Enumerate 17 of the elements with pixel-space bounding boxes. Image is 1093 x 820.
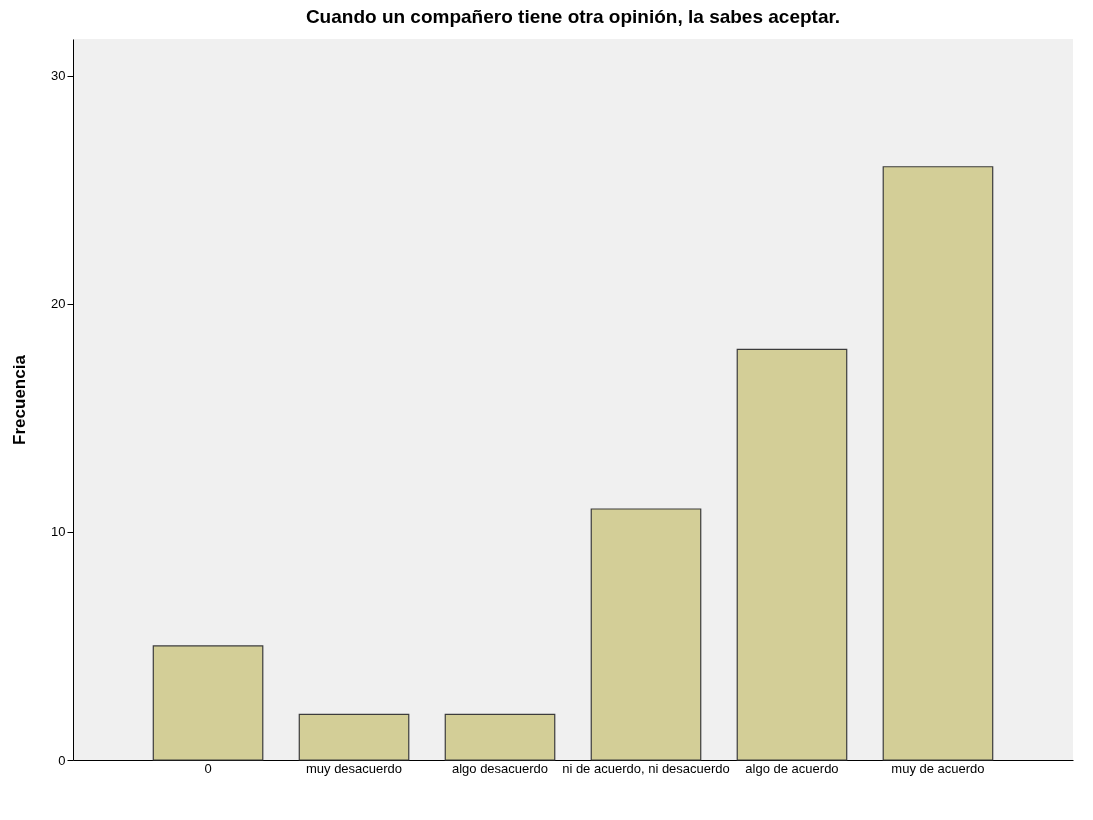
y-tick-label: 20	[51, 296, 66, 312]
x-tick-label: 0	[204, 760, 212, 776]
bar	[882, 166, 994, 761]
x-tick-label: muy desacuerdo	[305, 760, 403, 776]
y-tick-label: 30	[51, 68, 66, 84]
y-tick-label: 10	[51, 524, 66, 540]
bar	[736, 348, 848, 761]
y-axis-title: Frecuencia	[10, 354, 30, 445]
bar	[444, 713, 556, 761]
x-tick-label: ni de acuerdo, ni desacuerdo	[562, 760, 730, 776]
x-tick-label: algo desacuerdo	[451, 760, 549, 776]
x-tick-label: algo de acuerdo	[745, 760, 839, 776]
bar	[590, 508, 702, 761]
x-tick-label: muy de acuerdo	[891, 760, 985, 776]
bar	[298, 713, 410, 761]
chart-title: Cuando un compañero tiene otra opinión, la sabes aceptar.	[305, 6, 841, 27]
bar	[152, 645, 264, 761]
